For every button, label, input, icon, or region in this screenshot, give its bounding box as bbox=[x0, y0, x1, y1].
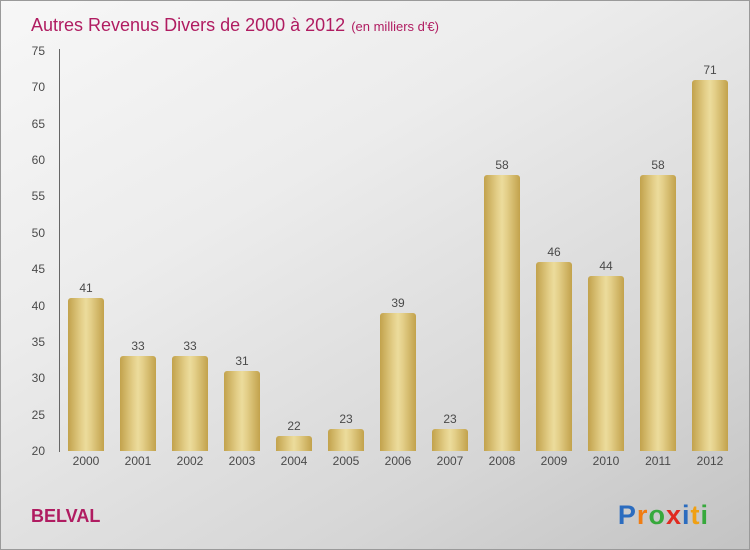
x-tick-label: 2006 bbox=[384, 454, 412, 468]
y-tick-label: 45 bbox=[31, 262, 45, 277]
y-tick-label: 50 bbox=[31, 225, 45, 240]
x-tick-label: 2003 bbox=[228, 454, 256, 468]
bar-value-label: 33 bbox=[131, 339, 145, 354]
bar bbox=[380, 312, 416, 451]
bar-value-label: 46 bbox=[547, 244, 561, 259]
bar-value-label: 39 bbox=[391, 295, 405, 310]
bar-slot: 31 bbox=[216, 51, 268, 451]
bar bbox=[172, 356, 208, 451]
bar-value-label: 44 bbox=[599, 259, 613, 274]
bar bbox=[692, 80, 728, 451]
x-tick-label: 2005 bbox=[332, 454, 360, 468]
logo-letter: o bbox=[648, 500, 666, 530]
x-tick-label: 2011 bbox=[645, 454, 671, 468]
bar-value-label: 71 bbox=[703, 63, 717, 78]
x-tick-label: 2010 bbox=[592, 454, 620, 468]
y-tick-label: 35 bbox=[31, 334, 45, 349]
x-tick-label: 2004 bbox=[280, 454, 308, 468]
bar bbox=[536, 261, 572, 451]
logo-letter: P bbox=[617, 500, 637, 530]
logo-letter: x bbox=[665, 500, 682, 530]
bar-value-label: 23 bbox=[339, 412, 353, 427]
logo-letter: i bbox=[700, 500, 709, 530]
y-tick-label: 55 bbox=[31, 189, 45, 204]
bar bbox=[432, 429, 468, 451]
bar bbox=[224, 371, 260, 451]
bar-slot: 33 bbox=[164, 51, 216, 451]
chart-title: Autres Revenus Divers de 2000 à 2012 (en … bbox=[31, 15, 439, 36]
logo-letter: t bbox=[690, 500, 701, 530]
y-tick-label: 25 bbox=[31, 407, 45, 422]
y-tick-label: 60 bbox=[31, 153, 45, 168]
x-tick-label: 2001 bbox=[124, 454, 152, 468]
y-tick-label: 40 bbox=[31, 298, 45, 313]
x-tick-label: 2007 bbox=[436, 454, 464, 468]
x-tick-label: 2002 bbox=[176, 454, 204, 468]
bar-slot: 46 bbox=[528, 51, 580, 451]
bar-value-label: 31 bbox=[235, 354, 249, 368]
bar-value-label: 23 bbox=[443, 412, 457, 427]
bar-slot: 71 bbox=[684, 51, 736, 451]
bar-value-label: 58 bbox=[651, 157, 665, 172]
y-tick-label: 20 bbox=[31, 444, 45, 458]
x-axis-tick-labels: 2000 2001 2002 2003 2004 2005 2006 2007 2008 2009… bbox=[60, 454, 736, 468]
bar bbox=[640, 174, 676, 451]
bar-slot: 58 bbox=[476, 51, 528, 451]
logo-letter: r bbox=[636, 500, 649, 530]
bar-slot: 23 bbox=[424, 51, 476, 451]
x-tick-label: 2000 bbox=[72, 454, 100, 468]
bar bbox=[120, 356, 156, 451]
bar-slot: 58 bbox=[632, 51, 684, 451]
brand-label: BELVAL bbox=[31, 506, 101, 526]
bar-slot: 33 bbox=[112, 51, 164, 451]
bar bbox=[588, 276, 624, 451]
bar-slot: 41 bbox=[60, 51, 112, 451]
bar-value-label: 58 bbox=[495, 157, 509, 172]
y-tick-label: 70 bbox=[31, 80, 45, 95]
bar-slot: 39 bbox=[372, 51, 424, 451]
bar-slot: 23 bbox=[320, 51, 372, 451]
y-axis-tick-labels: 75 70 65 60 55 50 45 40 35 30 25 20 bbox=[1, 44, 53, 458]
logo-letter: i bbox=[681, 500, 691, 530]
plot-area: 41 33 33 31 22 23 39 23 58 46 44 58 71 bbox=[60, 51, 736, 451]
chart-title-sub: (en milliers d'€) bbox=[351, 19, 439, 34]
x-tick-label: 2009 bbox=[540, 454, 568, 468]
bar-value-label: 22 bbox=[287, 419, 301, 434]
bar bbox=[68, 298, 104, 451]
bar-slot: 22 bbox=[268, 51, 320, 451]
x-tick-label: 2012 bbox=[696, 454, 724, 468]
bar bbox=[328, 429, 364, 451]
y-tick-label: 75 bbox=[31, 44, 45, 58]
proxiti-logo: Proxiti bbox=[618, 500, 709, 531]
y-axis-line bbox=[59, 49, 60, 452]
bar-slot: 44 bbox=[580, 51, 632, 451]
bar-value-label: 41 bbox=[79, 281, 93, 296]
y-tick-label: 65 bbox=[31, 116, 45, 131]
bar bbox=[484, 174, 520, 451]
bar bbox=[276, 436, 312, 451]
y-tick-label: 30 bbox=[31, 371, 45, 386]
x-tick-label: 2008 bbox=[488, 454, 516, 468]
bar-value-label: 33 bbox=[183, 339, 197, 354]
chart-title-main: Autres Revenus Divers de 2000 à 2012 bbox=[31, 15, 346, 35]
